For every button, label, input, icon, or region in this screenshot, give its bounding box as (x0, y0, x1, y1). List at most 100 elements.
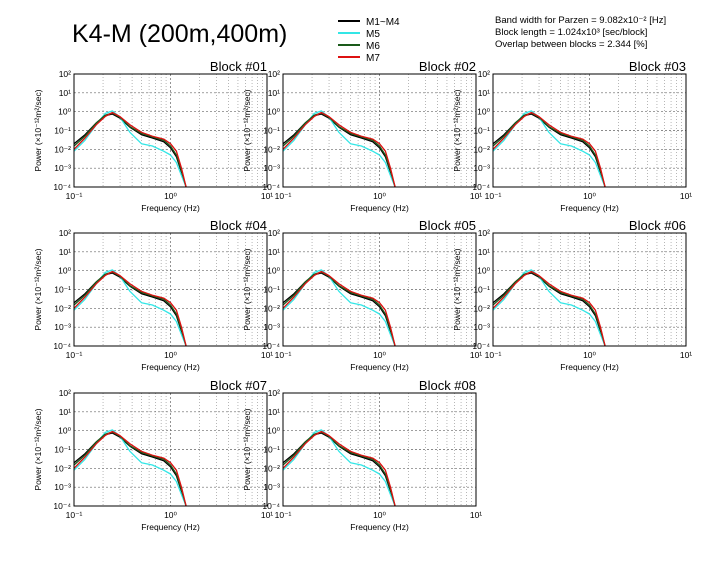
x-tick-label: 10¹ (261, 510, 273, 520)
y-tick-label: 10⁰ (267, 266, 280, 276)
y-tick-label: 10⁻² (263, 463, 280, 473)
panel-title: Block #08 (419, 378, 476, 393)
y-tick-label: 10⁻¹ (473, 285, 490, 295)
x-tick-label: 10⁻¹ (66, 191, 83, 201)
series-line-m5 (282, 110, 396, 188)
y-tick-label: 10⁻⁴ (262, 341, 280, 351)
panel: Block #01 10⁻¹ 10⁰ 10¹ 10⁻⁴ 10⁻³ 10⁻² 10⁻¹ 10⁰ 10… (33, 59, 273, 213)
y-tick-label: 10² (268, 69, 280, 79)
legend-label-m1-m4: M1~M4 (366, 17, 400, 28)
x-tick-label: 10¹ (470, 191, 482, 201)
y-tick-label: 10¹ (268, 88, 280, 98)
series-line-m5 (492, 269, 606, 347)
y-tick-label: 10⁰ (58, 426, 71, 436)
legend: M1~M4 M5 M6 M7 (338, 17, 400, 64)
series-line-m6 (73, 271, 187, 347)
y-tick-label: 10¹ (478, 247, 490, 257)
y-tick-label: 10⁰ (58, 266, 71, 276)
x-tick-label: 10⁰ (583, 191, 596, 201)
series-line-m6 (282, 112, 396, 188)
y-axis-label: Power (×10⁻¹²m²/sec) (452, 89, 462, 171)
series-line-m7 (492, 111, 606, 188)
x-tick-label: 10¹ (680, 350, 692, 360)
x-tick-label: 10¹ (261, 350, 273, 360)
y-axis-label: Power (×10⁻¹²m²/sec) (242, 89, 252, 171)
y-tick-label: 10⁻³ (263, 322, 280, 332)
plot-frame (73, 392, 268, 507)
panel-title: Block #01 (210, 59, 267, 74)
page-title: K4-M (200m,400m) (72, 20, 287, 48)
y-tick-label: 10² (268, 388, 280, 398)
y-tick-label: 10⁰ (477, 266, 490, 276)
y-axis-label: Power (×10⁻¹²m²/sec) (242, 248, 252, 330)
x-axis-label: Frequency (Hz) (350, 362, 409, 372)
x-tick-label: 10¹ (470, 350, 482, 360)
series-line-m7 (282, 430, 396, 507)
y-tick-label: 10⁻⁴ (53, 341, 71, 351)
y-tick-label: 10² (59, 69, 71, 79)
y-axis-label: Power (×10⁻¹²m²/sec) (242, 408, 252, 490)
x-axis-label: Frequency (Hz) (350, 522, 409, 532)
y-tick-label: 10⁻² (473, 303, 490, 313)
y-tick-label: 10⁻³ (473, 322, 490, 332)
y-tick-label: 10⁻¹ (263, 445, 280, 455)
series-line-m6 (282, 431, 396, 507)
series-line-m7 (73, 270, 187, 347)
y-tick-label: 10⁻⁴ (262, 182, 280, 192)
y-tick-label: 10² (268, 228, 280, 238)
y-tick-label: 10⁰ (58, 107, 71, 117)
x-tick-label: 10⁻¹ (485, 191, 502, 201)
plot-frame (282, 73, 477, 188)
info-text: Band width for Parzen = 9.082x10⁻² [Hz] … (495, 15, 666, 50)
y-tick-label: 10⁰ (477, 107, 490, 117)
y-tick-label: 10² (59, 228, 71, 238)
block-length-text: Block length = 1.024x10³ [sec/block] (495, 27, 647, 38)
y-tick-label: 10⁻¹ (263, 285, 280, 295)
series-line-m5 (282, 269, 396, 347)
series-line-m7 (492, 270, 606, 347)
y-tick-label: 10² (478, 228, 490, 238)
panel-title: Block #03 (629, 59, 686, 74)
y-tick-label: 10¹ (268, 247, 280, 257)
y-tick-label: 10⁻¹ (54, 445, 71, 455)
series-line-m5 (73, 269, 187, 347)
series-line-m7 (282, 111, 396, 188)
series-line-m7 (73, 430, 187, 507)
y-tick-label: 10⁻² (54, 144, 71, 154)
plot-frame (73, 232, 268, 347)
x-axis-label: Frequency (Hz) (560, 203, 619, 213)
x-tick-label: 10⁻¹ (66, 510, 83, 520)
y-tick-label: 10⁻⁴ (262, 501, 280, 511)
panel: Block #07 10⁻¹ 10⁰ 10¹ 10⁻⁴ 10⁻³ 10⁻² 10⁻¹ 10⁰ 10… (33, 378, 273, 532)
panel-title: Block #02 (419, 59, 476, 74)
panel-title: Block #05 (419, 218, 476, 233)
legend-label-m5: M5 (366, 29, 380, 40)
y-tick-label: 10⁻⁴ (53, 501, 71, 511)
y-tick-label: 10⁻³ (54, 322, 71, 332)
x-axis-label: Frequency (Hz) (141, 522, 200, 532)
x-axis-label: Frequency (Hz) (560, 362, 619, 372)
y-tick-label: 10⁻¹ (54, 126, 71, 136)
y-tick-label: 10⁻⁴ (472, 341, 490, 351)
panel: Block #04 10⁻¹ 10⁰ 10¹ 10⁻⁴ 10⁻³ 10⁻² 10⁻¹ 10⁰ 10… (33, 218, 273, 372)
y-axis-label: Power (×10⁻¹²m²/sec) (33, 89, 43, 171)
x-tick-label: 10¹ (680, 191, 692, 201)
legend-label-m7: M7 (366, 53, 380, 64)
x-axis-label: Frequency (Hz) (141, 203, 200, 213)
y-tick-label: 10⁰ (267, 107, 280, 117)
overlap-text: Overlap between blocks = 2.344 [%] (495, 39, 647, 50)
panel-title: Block #07 (210, 378, 267, 393)
plot-frame (282, 232, 477, 347)
series-line-m6 (492, 112, 606, 188)
y-axis-label: Power (×10⁻¹²m²/sec) (33, 408, 43, 490)
x-axis-label: Frequency (Hz) (141, 362, 200, 372)
y-axis-label: Power (×10⁻¹²m²/sec) (33, 248, 43, 330)
x-tick-label: 10⁻¹ (275, 350, 292, 360)
y-tick-label: 10⁻⁴ (472, 182, 490, 192)
y-tick-label: 10¹ (268, 407, 280, 417)
